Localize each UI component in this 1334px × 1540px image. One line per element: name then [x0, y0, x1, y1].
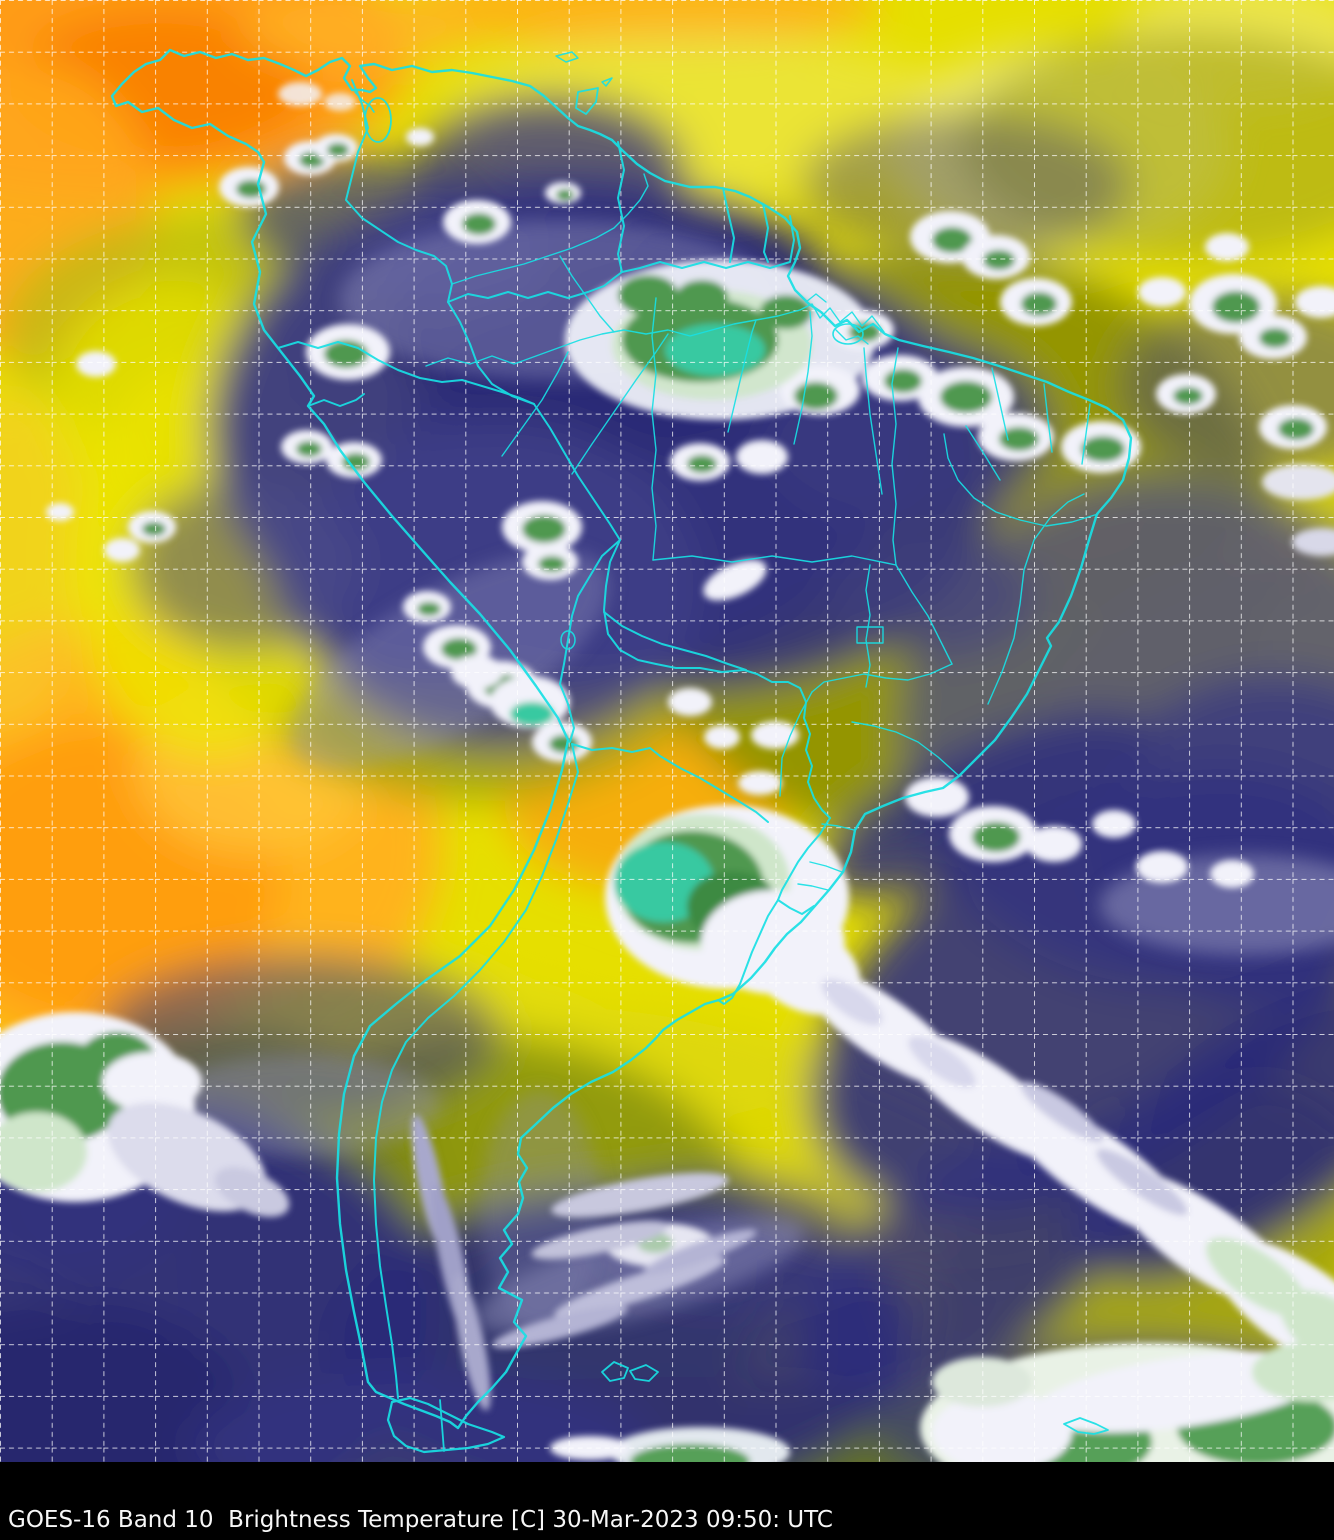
south-georgia-island — [1063, 1417, 1109, 1435]
caption-bar: GOES-16 Band 10 Brightness Temperature [… — [0, 1462, 1334, 1540]
lake-titicaca — [560, 630, 576, 650]
latlon-grid — [0, 0, 1334, 1462]
geo-borders-overlay — [110, 48, 1133, 1454]
coastline — [110, 48, 1133, 1430]
trinidad-island — [575, 87, 599, 115]
satellite-map-image — [0, 0, 1334, 1462]
falkland-islands — [601, 1361, 659, 1382]
marajo-island — [832, 323, 864, 345]
caption-text: GOES-16 Band 10 Brightness Temperature [… — [8, 1507, 833, 1533]
